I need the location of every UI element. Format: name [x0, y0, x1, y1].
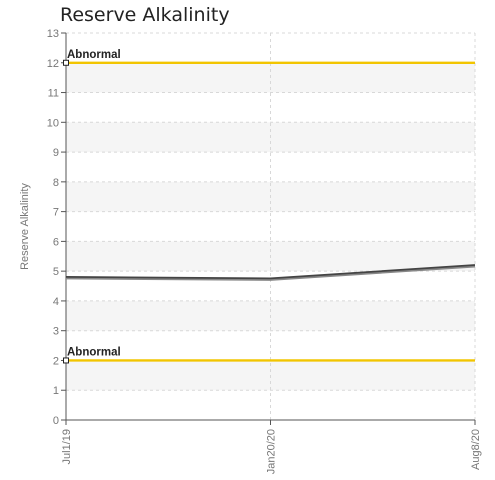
y-tick-label: 2: [53, 355, 59, 367]
y-tick-label: 6: [53, 236, 59, 248]
y-tick-label: 9: [53, 147, 59, 159]
y-tick-label: 10: [47, 117, 59, 129]
y-tick-label: 13: [47, 28, 59, 40]
x-axis: Jul1/19 Jan20/20 Aug8/20: [61, 419, 482, 474]
y-tick-label: 12: [47, 58, 59, 70]
y-tick-label: 1: [53, 385, 59, 397]
series-line: [65, 264, 476, 280]
background-bands: [66, 62, 475, 391]
y-tick-label: 11: [48, 88, 59, 100]
x-tick-label: Aug8/20: [470, 429, 482, 470]
y-tick-label: 3: [53, 326, 59, 338]
y-tick-label: 4: [53, 296, 59, 308]
y-tick-label: 0: [53, 415, 59, 427]
y-tick-label: 7: [53, 207, 59, 219]
y-tick-label: 8: [53, 177, 59, 189]
threshold-label: Abnormal: [67, 49, 121, 61]
chart-title: Reserve Alkalinity: [60, 4, 230, 26]
threshold-marker: [63, 59, 69, 66]
x-tick-label: Jan20/20: [266, 429, 278, 474]
threshold-label: Abnormal: [67, 346, 121, 358]
series-line: [65, 265, 476, 281]
x-tick-label: Jul1/19: [61, 429, 73, 464]
y-tick-label: 5: [53, 266, 59, 278]
threshold-marker: [63, 357, 69, 364]
y-axis-label: Reserve Alkalinity: [19, 183, 31, 270]
threshold-lines: Abnormal Abnormal: [63, 49, 475, 364]
data-series: [65, 264, 476, 281]
